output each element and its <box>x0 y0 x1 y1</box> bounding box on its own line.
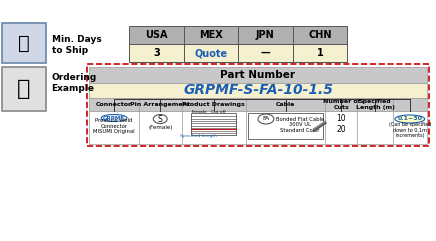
Text: Part Number: Part Number <box>221 70 296 80</box>
Text: Pressure Weld
Connector
MISUMI Original: Pressure Weld Connector MISUMI Original <box>93 118 135 134</box>
Text: Specified Length: Specified Length <box>180 134 217 139</box>
Text: 1: 1 <box>317 48 324 58</box>
Bar <box>129 44 184 62</box>
Bar <box>293 44 347 62</box>
Text: Cable: Cable <box>276 102 296 107</box>
Bar <box>184 26 238 44</box>
Text: MEX: MEX <box>199 30 223 40</box>
Text: Min. Days
to Ship: Min. Days to Ship <box>51 35 101 55</box>
Ellipse shape <box>258 114 274 124</box>
Ellipse shape <box>395 115 425 123</box>
Bar <box>2 23 46 63</box>
Bar <box>89 67 427 83</box>
Text: JPN: JPN <box>256 30 275 40</box>
Ellipse shape <box>153 114 167 123</box>
Text: 0.1~30: 0.1~30 <box>397 116 422 121</box>
Text: 🚚: 🚚 <box>18 33 30 53</box>
Text: (Can be specified
down to 0.1m
increments): (Can be specified down to 0.1m increment… <box>388 122 431 138</box>
Text: 10
20: 10 20 <box>337 114 346 134</box>
Bar <box>89 98 427 111</box>
Text: 📞: 📞 <box>17 79 31 99</box>
Text: 3: 3 <box>153 48 160 58</box>
Text: (Female): (Female) <box>148 125 173 129</box>
Text: Pin Arrangement: Pin Arrangement <box>130 102 191 107</box>
Text: FA: FA <box>262 116 269 121</box>
Bar <box>238 26 293 44</box>
Text: CHN: CHN <box>308 30 332 40</box>
Bar <box>248 113 324 139</box>
Text: S: S <box>158 114 163 123</box>
Bar <box>184 44 238 62</box>
Text: Number of
Cuts: Number of Cuts <box>323 99 360 110</box>
Bar <box>2 67 46 111</box>
Ellipse shape <box>101 114 127 121</box>
Text: GRPMF: GRPMF <box>103 115 125 120</box>
Text: GRPMF-S-FA-10-1.5: GRPMF-S-FA-10-1.5 <box>183 83 333 98</box>
Bar <box>89 111 427 144</box>
Text: USA: USA <box>145 30 167 40</box>
Text: Specified
Length (m): Specified Length (m) <box>356 99 395 110</box>
Text: Quote: Quote <box>194 48 228 58</box>
Text: Connector: Connector <box>96 102 132 107</box>
Text: Female: Female <box>191 110 207 114</box>
Text: Cut off: Cut off <box>211 110 226 114</box>
Bar <box>87 64 429 146</box>
Bar <box>238 44 293 62</box>
Text: Bonded Flat Cable
300V UL
Standard Color: Bonded Flat Cable 300V UL Standard Color <box>276 117 324 133</box>
Bar <box>191 113 236 135</box>
Text: —: — <box>261 48 270 58</box>
Bar <box>293 26 347 44</box>
Bar <box>129 26 184 44</box>
Bar <box>89 83 427 98</box>
Text: Product Drawings: Product Drawings <box>182 102 245 107</box>
Text: Ordering
Example: Ordering Example <box>51 73 97 93</box>
